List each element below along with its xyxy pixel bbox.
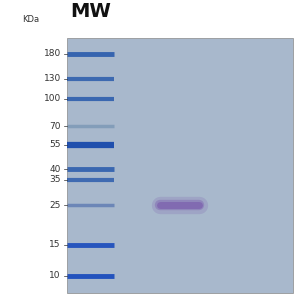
Text: 25: 25 [50,201,61,210]
Text: 55: 55 [49,140,61,149]
Text: 130: 130 [44,74,61,83]
Text: KDa: KDa [22,15,40,24]
FancyBboxPatch shape [67,38,293,293]
Text: 100: 100 [44,94,61,103]
Text: 10: 10 [49,271,61,280]
Text: 180: 180 [44,49,61,58]
Text: 35: 35 [49,175,61,184]
Text: MW: MW [70,2,111,21]
Text: 40: 40 [50,165,61,174]
Text: 70: 70 [49,122,61,131]
Text: 15: 15 [49,240,61,249]
